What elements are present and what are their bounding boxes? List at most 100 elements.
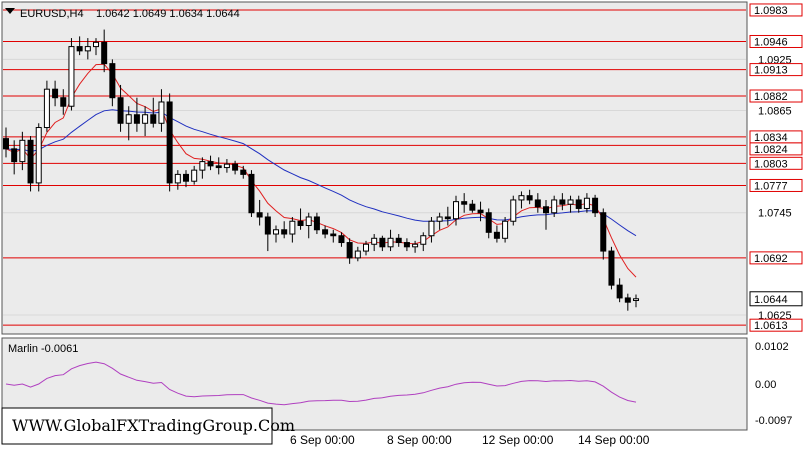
candle[interactable] (493, 225, 500, 243)
candle[interactable] (19, 131, 26, 171)
candle[interactable] (142, 106, 149, 137)
candle[interactable] (616, 278, 623, 303)
candle[interactable] (117, 84, 124, 132)
candle-body (109, 63, 116, 99)
candle[interactable] (248, 170, 255, 217)
candle-body (469, 203, 476, 211)
candle[interactable] (526, 189, 533, 205)
candle[interactable] (305, 212, 312, 239)
candle[interactable] (125, 106, 132, 141)
candle[interactable] (461, 193, 468, 213)
candle[interactable] (428, 216, 435, 243)
candle[interactable] (518, 191, 525, 209)
candle[interactable] (567, 195, 574, 213)
candle[interactable] (232, 160, 239, 175)
candle[interactable] (27, 136, 34, 192)
candle[interactable] (592, 194, 599, 217)
candle[interactable] (387, 229, 394, 252)
candle[interactable] (510, 195, 517, 226)
candle-body (191, 169, 198, 182)
candle[interactable] (608, 246, 615, 290)
candle-body (330, 233, 337, 237)
candle[interactable] (403, 238, 410, 252)
candle-body (493, 231, 500, 239)
candle[interactable] (412, 240, 419, 253)
candle[interactable] (109, 59, 116, 107)
candle[interactable] (477, 201, 484, 222)
candle[interactable] (354, 246, 361, 262)
candle[interactable] (35, 123, 42, 192)
candle[interactable] (43, 80, 50, 132)
candle[interactable] (371, 234, 378, 252)
candle[interactable] (624, 293, 631, 311)
candle[interactable] (183, 170, 189, 188)
candle[interactable] (76, 36, 83, 56)
candle[interactable] (281, 221, 288, 239)
candle[interactable] (420, 232, 427, 252)
candle-body (76, 46, 83, 52)
candle[interactable] (559, 193, 566, 211)
candle[interactable] (330, 229, 337, 243)
candle[interactable] (256, 199, 263, 226)
level-label-box (749, 178, 803, 192)
candle[interactable] (215, 157, 222, 175)
candle[interactable] (52, 80, 59, 107)
candle[interactable] (551, 195, 558, 217)
candle[interactable] (313, 212, 320, 235)
level-label-box (749, 318, 803, 332)
candle[interactable] (166, 93, 173, 192)
candle[interactable] (264, 212, 271, 252)
candle[interactable] (93, 38, 99, 56)
candle[interactable] (199, 157, 206, 179)
candle[interactable] (469, 199, 476, 213)
candle[interactable] (223, 159, 230, 173)
candle[interactable] (575, 195, 582, 213)
candle-body (428, 220, 435, 237)
candle[interactable] (363, 240, 369, 256)
candle-body (387, 237, 394, 248)
candle[interactable] (534, 193, 541, 213)
level-label-box (749, 156, 803, 170)
candle[interactable] (101, 29, 108, 73)
candle-body (379, 237, 386, 248)
candle-body (232, 163, 239, 171)
candle[interactable] (583, 193, 590, 213)
level-label-box (749, 142, 803, 156)
candle[interactable] (174, 170, 181, 190)
candle[interactable] (133, 97, 140, 132)
candle-body (346, 242, 353, 259)
candle[interactable] (240, 165, 247, 179)
candle-body (510, 199, 517, 222)
candle[interactable] (289, 216, 296, 243)
candle[interactable] (633, 294, 639, 308)
candle[interactable] (346, 238, 353, 264)
candle[interactable] (444, 206, 451, 226)
candle[interactable] (191, 165, 198, 185)
candle[interactable] (600, 208, 607, 260)
candle[interactable] (453, 195, 459, 226)
candle[interactable] (502, 216, 509, 243)
candle[interactable] (485, 208, 492, 239)
candle[interactable] (150, 97, 157, 128)
candle[interactable] (322, 225, 329, 239)
candle[interactable] (158, 89, 165, 132)
candle-body (117, 97, 124, 124)
candle[interactable] (3, 127, 9, 158)
candle[interactable] (395, 234, 402, 247)
candle-body (616, 284, 623, 299)
candle[interactable] (60, 89, 67, 115)
candle[interactable] (436, 212, 443, 230)
collapse-triangle-icon[interactable] (5, 8, 15, 14)
candle[interactable] (379, 235, 386, 252)
price-panel[interactable] (1, 1, 748, 335)
candle[interactable] (68, 38, 75, 111)
candle[interactable] (207, 155, 214, 171)
candle[interactable] (273, 225, 279, 243)
candle[interactable] (543, 199, 549, 230)
candle[interactable] (11, 140, 18, 175)
candle[interactable] (297, 208, 304, 230)
candle[interactable] (338, 232, 345, 247)
candle[interactable] (84, 38, 91, 60)
